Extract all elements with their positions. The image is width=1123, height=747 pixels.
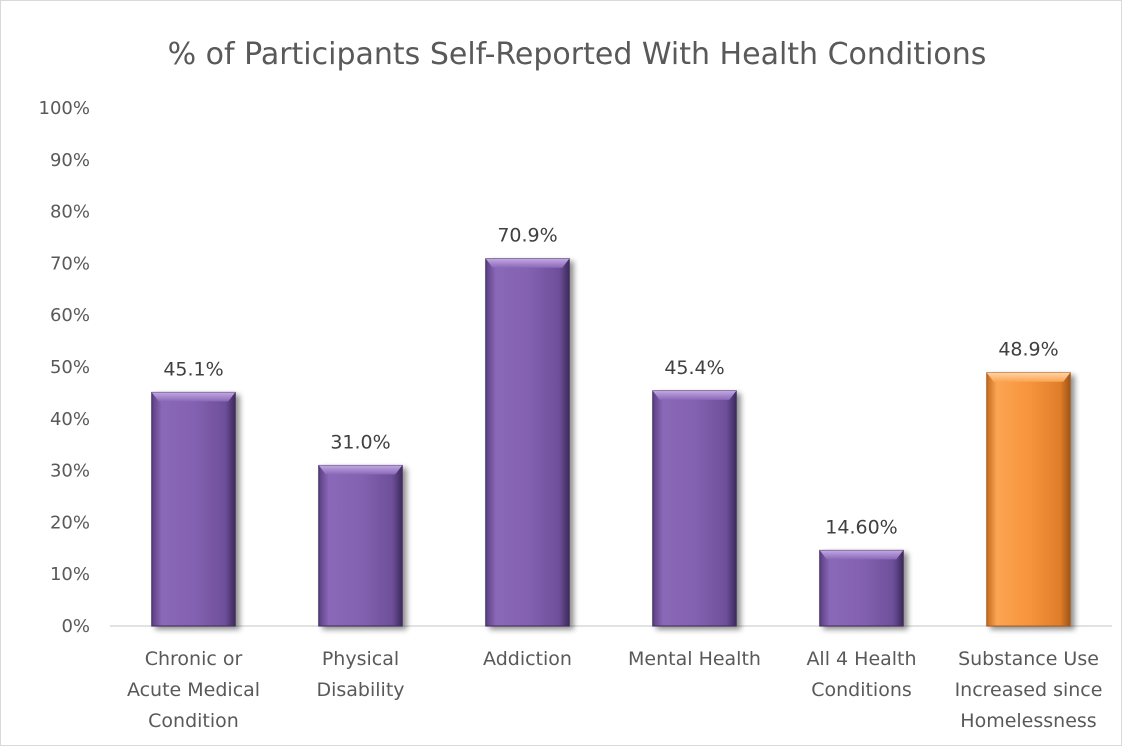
y-tick-label: 0%	[61, 616, 90, 637]
bar	[318, 464, 403, 627]
bar-cap	[986, 372, 1071, 382]
bar	[485, 258, 570, 627]
bar-body	[318, 464, 403, 627]
category-label: Mental Health	[628, 648, 761, 670]
category-label-line: Acute Medical	[127, 679, 260, 701]
bar-body	[151, 391, 236, 627]
category-label-line: Condition	[148, 710, 239, 732]
bar-cap	[652, 390, 737, 400]
y-tick-label: 100%	[39, 98, 90, 119]
data-label: 45.4%	[664, 357, 724, 379]
bar	[652, 390, 737, 627]
y-tick-label: 70%	[50, 253, 90, 274]
category-label-line: Substance Use	[958, 648, 1099, 670]
category-labels: Chronic or Acute Medical Condition Physical…	[127, 648, 1103, 732]
bar-cap	[819, 550, 904, 560]
category-label-line: Chronic or	[145, 648, 243, 670]
bar-cap	[318, 465, 403, 475]
bar-body	[652, 390, 737, 627]
category-label-line: Physical	[322, 648, 399, 670]
category-label: All 4 Health Conditions	[806, 648, 916, 701]
category-label-line: Disability	[316, 679, 404, 701]
y-tick-label: 50%	[50, 357, 90, 378]
data-label: 14.60%	[825, 516, 897, 538]
category-label-line: Addiction	[483, 648, 572, 670]
bar-body	[485, 258, 570, 627]
category-label: Physical Disability	[316, 648, 404, 701]
category-label-line: Increased since	[955, 679, 1103, 701]
category-label-line: All 4 Health	[806, 648, 916, 670]
category-label: Addiction	[483, 648, 572, 670]
y-tick-label: 10%	[50, 564, 90, 585]
y-axis: 0% 10% 20% 30% 40% 50% 60% 70% 80% 90% 100%	[39, 98, 90, 637]
bar-cap	[485, 258, 570, 268]
bar-body	[819, 549, 904, 627]
category-label: Substance Use Increased since Homelessness	[955, 648, 1103, 732]
y-tick-label: 20%	[50, 512, 90, 533]
bar-body	[986, 372, 1071, 627]
category-label-line: Homelessness	[960, 710, 1096, 732]
data-label: 48.9%	[998, 339, 1058, 361]
data-label: 45.1%	[163, 358, 223, 380]
y-tick-label: 30%	[50, 461, 90, 482]
category-label-line: Conditions	[811, 679, 912, 701]
data-label: 70.9%	[497, 225, 557, 247]
data-label: 31.0%	[330, 431, 390, 453]
y-tick-label: 90%	[50, 150, 90, 171]
category-label-line: Mental Health	[628, 648, 761, 670]
bar-cap	[151, 392, 236, 402]
bars	[151, 258, 1071, 627]
y-tick-label: 80%	[50, 202, 90, 223]
y-tick-label: 40%	[50, 409, 90, 430]
chart-title: % of Participants Self-Reported With Hea…	[168, 37, 987, 72]
y-tick-label: 60%	[50, 305, 90, 326]
data-labels: 45.1% 31.0% 70.9% 45.4% 14.60% 48.9%	[163, 225, 1058, 539]
bar	[151, 391, 236, 627]
category-label: Chronic or Acute Medical Condition	[127, 648, 260, 732]
bar	[986, 372, 1071, 627]
bar	[819, 549, 904, 627]
